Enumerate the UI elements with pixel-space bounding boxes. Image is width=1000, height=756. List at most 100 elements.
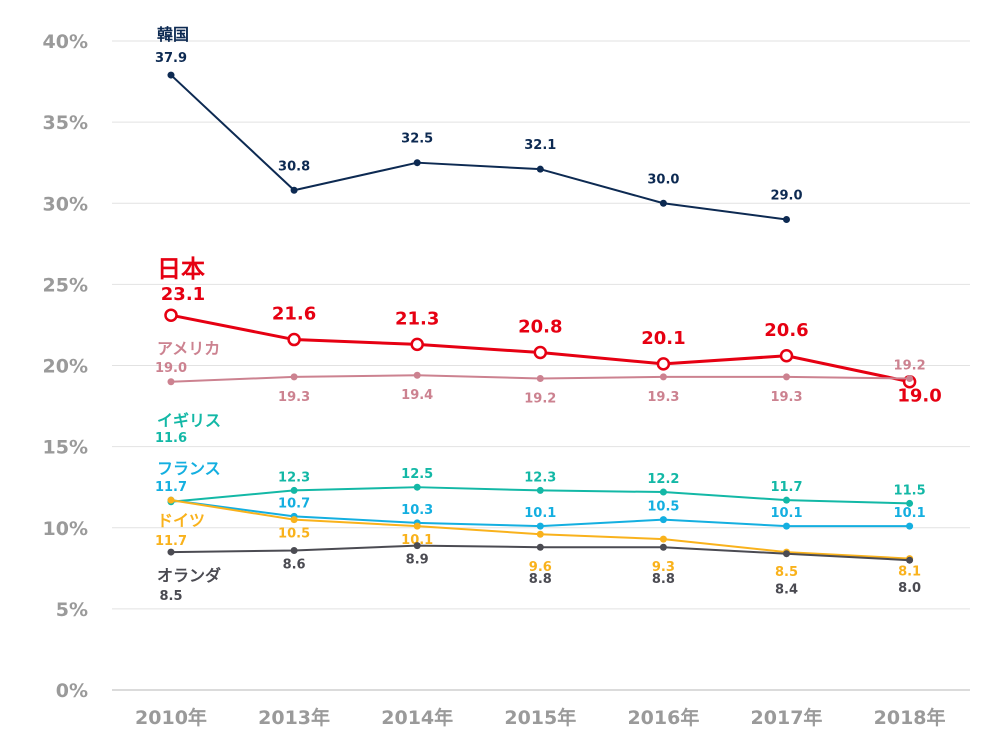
data-label: 19.3 <box>770 390 802 405</box>
data-label: 12.2 <box>647 472 679 487</box>
legend-label: 日本 <box>157 255 205 283</box>
data-label: 10.1 <box>401 533 433 548</box>
data-label: 19.2 <box>524 391 556 406</box>
data-label: 32.1 <box>524 138 556 153</box>
data-label: 19.3 <box>647 390 679 405</box>
data-point <box>290 516 298 524</box>
y-tick-label: 30% <box>43 193 88 215</box>
data-point <box>536 522 544 530</box>
data-point <box>783 550 790 558</box>
data-point <box>779 349 794 363</box>
data-point <box>536 530 544 538</box>
legend-label: アメリカ <box>157 339 220 358</box>
legend-label: 韓国 <box>157 25 189 44</box>
data-point <box>783 215 790 223</box>
y-tick-label: 0% <box>56 680 88 702</box>
data-point <box>906 499 914 507</box>
data-label: 10.1 <box>770 506 802 521</box>
y-tick-label: 35% <box>43 112 88 134</box>
data-point <box>533 345 548 360</box>
x-tick-label: 2017年 <box>751 706 823 729</box>
data-point <box>536 165 544 173</box>
y-tick-label: 25% <box>43 274 88 296</box>
data-label: 20.6 <box>764 320 808 341</box>
data-label: 19.0 <box>897 386 941 407</box>
y-tick-label: 15% <box>43 437 88 459</box>
data-point <box>167 378 175 386</box>
data-point <box>413 483 421 491</box>
x-tick-label: 2016年 <box>627 706 699 729</box>
data-point <box>413 522 421 530</box>
data-point <box>783 496 790 504</box>
data-label: 12.3 <box>278 470 310 485</box>
data-point <box>656 357 671 371</box>
data-label: 30.0 <box>647 172 679 187</box>
data-label: 9.6 <box>529 560 552 575</box>
data-point <box>167 71 175 79</box>
y-tick-label: 20% <box>43 356 88 378</box>
data-label: 8.8 <box>652 572 675 587</box>
x-tick-label: 2018年 <box>874 706 946 729</box>
data-label: 30.8 <box>278 159 310 174</box>
data-label: 10.5 <box>647 500 679 515</box>
data-label: 19.3 <box>278 390 310 405</box>
data-point <box>536 486 544 494</box>
x-tick-label: 2010年 <box>135 706 207 729</box>
data-point <box>287 332 301 347</box>
data-point <box>659 199 667 207</box>
data-point <box>536 543 544 551</box>
data-label: 21.6 <box>272 304 316 325</box>
data-point <box>906 556 914 564</box>
data-point <box>290 186 298 194</box>
data-label: 11.5 <box>894 483 926 498</box>
series-line-0 <box>170 74 787 221</box>
data-point <box>659 516 667 524</box>
data-label: 8.5 <box>159 589 182 604</box>
x-tick-label: 2014年 <box>381 706 453 729</box>
data-point <box>410 337 424 352</box>
y-tick-label: 40% <box>43 31 88 53</box>
data-label: 29.0 <box>770 188 802 203</box>
data-point <box>413 542 421 550</box>
data-label: 20.8 <box>518 317 562 338</box>
data-label: 23.1 <box>161 284 205 305</box>
data-label: 10.5 <box>278 527 310 542</box>
data-label: 19.0 <box>155 361 187 376</box>
data-point <box>906 522 914 530</box>
data-point <box>783 522 790 530</box>
data-label: 8.0 <box>898 581 921 596</box>
x-tick-label: 2013年 <box>258 706 330 729</box>
data-point <box>164 308 178 322</box>
data-label: 10.3 <box>401 503 433 518</box>
data-point <box>659 535 667 543</box>
legend-label: イギリス <box>157 411 221 430</box>
data-point <box>906 374 914 382</box>
data-label: 11.7 <box>770 480 802 495</box>
data-label: 11.6 <box>155 431 187 446</box>
y-tick-label: 10% <box>43 518 88 540</box>
data-point <box>659 488 667 496</box>
data-label: 10.1 <box>524 506 556 521</box>
data-point <box>783 373 790 381</box>
data-point <box>167 496 175 504</box>
data-label: 19.2 <box>894 358 926 373</box>
data-point <box>536 374 544 382</box>
data-label: 12.3 <box>524 470 556 485</box>
legend-label: オランダ <box>157 566 221 585</box>
data-label: 8.4 <box>775 583 798 598</box>
data-point <box>290 486 298 494</box>
data-label: 8.1 <box>898 565 921 580</box>
data-label: 32.5 <box>401 132 433 147</box>
data-label: 11.7 <box>155 534 187 549</box>
data-label: 19.4 <box>401 388 433 403</box>
data-label: 21.3 <box>395 308 439 329</box>
data-label: 10.1 <box>894 506 926 521</box>
x-tick-label: 2015年 <box>504 706 576 729</box>
data-point <box>413 159 421 167</box>
data-label: 11.7 <box>155 480 187 495</box>
data-point <box>659 543 667 551</box>
legend-label: フランス <box>157 459 221 478</box>
data-label: 8.9 <box>406 553 429 568</box>
data-label: 8.5 <box>775 565 798 580</box>
y-tick-label: 5% <box>56 599 88 621</box>
